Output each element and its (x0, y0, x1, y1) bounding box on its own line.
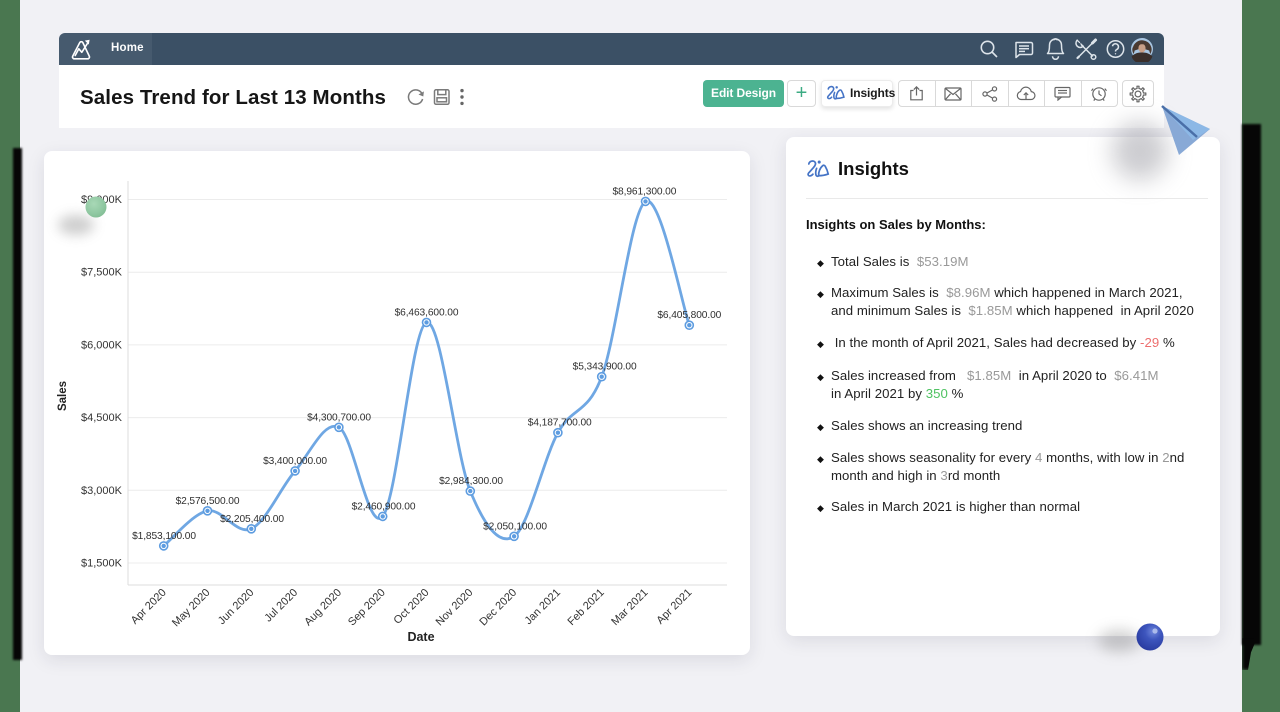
svg-text:Dec 2020: Dec 2020 (477, 587, 519, 629)
svg-text:Jul 2020: Jul 2020 (262, 587, 300, 625)
svg-text:$6,000K: $6,000K (81, 339, 123, 351)
svg-text:$3,400,000.00: $3,400,000.00 (263, 456, 327, 467)
svg-text:$8,961,300.00: $8,961,300.00 (612, 187, 676, 198)
svg-text:$4,187,700.00: $4,187,700.00 (528, 418, 592, 429)
svg-text:$6,463,600.00: $6,463,600.00 (395, 308, 459, 319)
svg-text:$5,343,900.00: $5,343,900.00 (573, 362, 637, 373)
svg-text:$6,405,800.00: $6,405,800.00 (657, 310, 721, 321)
svg-text:May 2020: May 2020 (170, 587, 213, 630)
svg-text:$4,500K: $4,500K (81, 412, 123, 424)
svg-text:$1,500K: $1,500K (81, 558, 123, 570)
svg-text:Oct 2020: Oct 2020 (392, 587, 432, 627)
svg-text:$1,853,100.00: $1,853,100.00 (132, 531, 196, 542)
svg-text:Nov 2020: Nov 2020 (434, 587, 476, 629)
svg-text:$2,460,900.00: $2,460,900.00 (352, 502, 416, 513)
svg-text:Feb 2021: Feb 2021 (565, 587, 606, 628)
svg-text:Apr 2021: Apr 2021 (654, 587, 694, 627)
svg-text:$7,500K: $7,500K (81, 267, 123, 279)
svg-text:Apr 2020: Apr 2020 (129, 587, 169, 627)
svg-text:$4,300,700.00: $4,300,700.00 (307, 413, 371, 424)
svg-text:$2,050,100.00: $2,050,100.00 (483, 522, 547, 533)
svg-text:$3,000K: $3,000K (81, 485, 123, 497)
svg-text:Jun 2020: Jun 2020 (216, 587, 256, 627)
svg-text:Aug 2020: Aug 2020 (302, 587, 344, 629)
svg-text:$2,576,500.00: $2,576,500.00 (176, 496, 240, 507)
svg-text:Sep 2020: Sep 2020 (346, 587, 388, 629)
svg-text:Mar 2021: Mar 2021 (609, 587, 650, 628)
svg-text:Jan 2021: Jan 2021 (523, 587, 563, 627)
svg-text:Date: Date (407, 630, 434, 644)
svg-text:$2,205,400.00: $2,205,400.00 (220, 514, 284, 525)
svg-text:$2,984,300.00: $2,984,300.00 (439, 476, 503, 487)
svg-text:Sales: Sales (57, 381, 69, 411)
